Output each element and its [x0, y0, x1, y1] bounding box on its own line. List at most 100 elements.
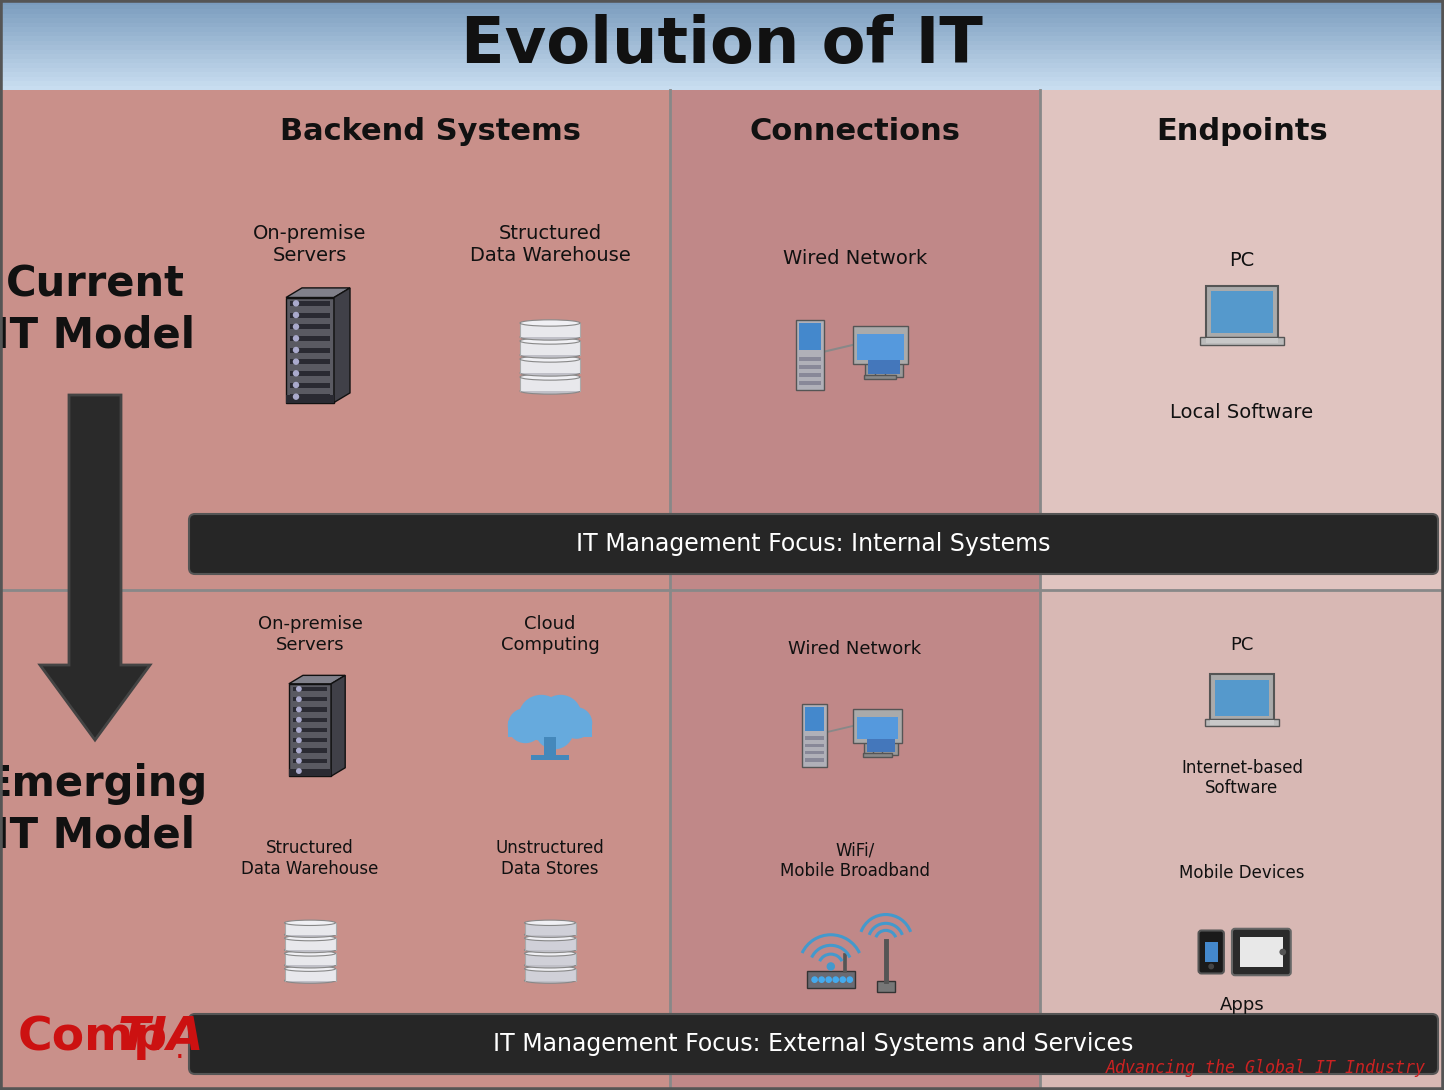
Ellipse shape: [524, 932, 576, 937]
Bar: [293, 728, 328, 732]
Bar: [290, 383, 331, 388]
Ellipse shape: [520, 388, 580, 395]
Bar: [670, 90, 1040, 590]
Bar: [0, 22, 1444, 27]
Circle shape: [293, 301, 299, 306]
Bar: [1206, 338, 1278, 343]
Bar: [293, 697, 328, 701]
FancyBboxPatch shape: [1199, 931, 1225, 973]
Bar: [290, 360, 331, 364]
Bar: [191, 90, 670, 590]
Bar: [799, 365, 822, 370]
FancyBboxPatch shape: [189, 1014, 1438, 1074]
Text: Cloud
Computing: Cloud Computing: [501, 615, 599, 654]
Bar: [864, 729, 898, 754]
Bar: [530, 754, 569, 760]
Bar: [0, 90, 191, 590]
Ellipse shape: [284, 935, 335, 941]
Bar: [520, 341, 580, 355]
Text: Current
IT Model: Current IT Model: [0, 263, 195, 356]
Bar: [1216, 680, 1269, 716]
Bar: [508, 722, 592, 737]
Text: Backend Systems: Backend Systems: [280, 118, 580, 146]
Bar: [874, 743, 882, 754]
Bar: [293, 687, 328, 691]
Bar: [804, 737, 825, 740]
Text: Evolution of IT: Evolution of IT: [461, 14, 983, 76]
Bar: [866, 737, 895, 752]
FancyBboxPatch shape: [1232, 929, 1291, 976]
Ellipse shape: [520, 370, 580, 376]
Ellipse shape: [524, 920, 576, 925]
Circle shape: [1209, 965, 1213, 969]
Bar: [0, 13, 1444, 19]
Bar: [0, 31, 1444, 36]
Circle shape: [296, 717, 302, 722]
Text: IT Management Focus: Internal Systems: IT Management Focus: Internal Systems: [576, 532, 1051, 556]
Circle shape: [293, 324, 299, 329]
Circle shape: [812, 977, 817, 982]
Bar: [1040, 90, 1444, 590]
Bar: [0, 45, 1444, 49]
Bar: [1206, 719, 1279, 726]
Polygon shape: [331, 676, 345, 776]
Circle shape: [819, 977, 825, 982]
Circle shape: [296, 697, 302, 701]
Bar: [0, 72, 1444, 76]
Bar: [520, 323, 580, 337]
Bar: [1240, 936, 1282, 967]
Circle shape: [518, 694, 565, 740]
Circle shape: [293, 383, 299, 388]
Bar: [0, 4, 1444, 9]
Bar: [290, 348, 331, 352]
Bar: [799, 373, 822, 377]
Ellipse shape: [284, 962, 335, 968]
Bar: [804, 758, 825, 762]
Text: Endpoints: Endpoints: [1157, 118, 1328, 146]
Bar: [520, 377, 580, 391]
Text: Comp: Comp: [17, 1016, 168, 1061]
Bar: [284, 923, 335, 935]
Circle shape: [848, 977, 852, 982]
Bar: [286, 298, 334, 402]
Bar: [852, 326, 907, 364]
Bar: [856, 334, 904, 360]
Bar: [856, 717, 898, 739]
Bar: [1206, 286, 1278, 338]
Bar: [1200, 337, 1284, 346]
Bar: [796, 320, 825, 390]
Text: Local Software: Local Software: [1171, 402, 1314, 422]
Bar: [853, 708, 902, 743]
Text: On-premise
Servers: On-premise Servers: [257, 615, 362, 654]
Bar: [804, 743, 825, 747]
Circle shape: [833, 977, 839, 982]
Circle shape: [536, 711, 573, 749]
Text: Connections: Connections: [749, 118, 960, 146]
Circle shape: [540, 694, 582, 737]
Text: TIA: TIA: [118, 1016, 205, 1061]
FancyArrow shape: [40, 395, 150, 740]
Circle shape: [293, 360, 299, 364]
Text: .: .: [175, 1036, 185, 1065]
Bar: [0, 26, 1444, 32]
Text: PC: PC: [1230, 635, 1253, 654]
Bar: [524, 938, 576, 950]
Text: Apps: Apps: [1220, 996, 1265, 1014]
Bar: [293, 707, 328, 712]
Text: Structured
Data Warehouse: Structured Data Warehouse: [241, 839, 378, 879]
Bar: [0, 62, 1444, 68]
Text: Internet-based
Software: Internet-based Software: [1181, 759, 1302, 798]
Ellipse shape: [520, 355, 580, 362]
Ellipse shape: [524, 962, 576, 968]
Bar: [289, 683, 331, 776]
Circle shape: [296, 687, 302, 691]
Ellipse shape: [524, 950, 576, 956]
Bar: [804, 707, 825, 730]
Ellipse shape: [284, 920, 335, 925]
Text: Wired Network: Wired Network: [783, 249, 927, 268]
Bar: [0, 36, 1444, 40]
Circle shape: [296, 707, 302, 712]
Bar: [293, 738, 328, 742]
Bar: [0, 81, 1444, 85]
Bar: [0, 590, 191, 1090]
